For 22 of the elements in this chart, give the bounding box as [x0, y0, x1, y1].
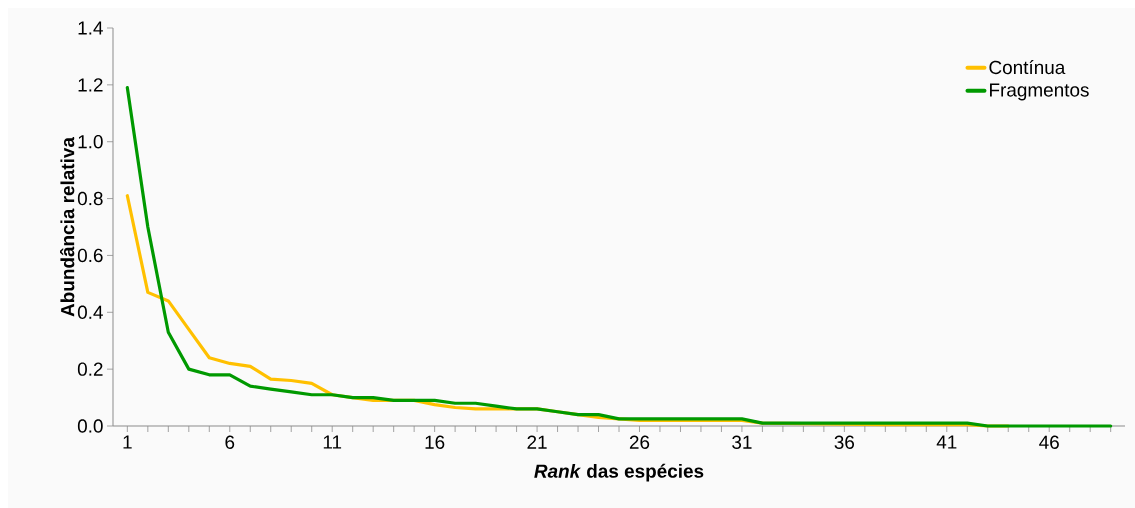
x-tick-label: 31 [732, 435, 752, 449]
x-tick-label: 21 [527, 435, 547, 449]
x-tick-label: 16 [425, 435, 445, 449]
y-tick-label: 1.2 [78, 78, 103, 92]
x-tick-label: 41 [936, 435, 957, 449]
x-tick-label: 36 [834, 435, 855, 449]
y-tick-label: 0.0 [77, 419, 103, 433]
legend-label: Contínua [989, 60, 1066, 75]
x-tick-label: 1 [123, 435, 132, 449]
y-tick-label: 0.6 [77, 248, 103, 263]
y-tick-label: 1.4 [78, 21, 103, 35]
y-tick-label: 1.0 [78, 135, 103, 149]
x-tick-label: 26 [629, 435, 650, 449]
y-axis-title: Abundância relativa [60, 136, 75, 317]
x-axis-title: Rank das espécies [534, 463, 704, 482]
x-tick-label: 46 [1039, 435, 1059, 449]
x-tick-label: 11 [323, 435, 342, 449]
legend-label: Fragmentos [990, 83, 1089, 101]
x-tick-label: 6 [225, 435, 235, 449]
y-tick-label: 0.8 [77, 191, 103, 206]
y-tick-label: 0.4 [77, 305, 103, 319]
y-tick-label: 0.2 [77, 362, 103, 376]
